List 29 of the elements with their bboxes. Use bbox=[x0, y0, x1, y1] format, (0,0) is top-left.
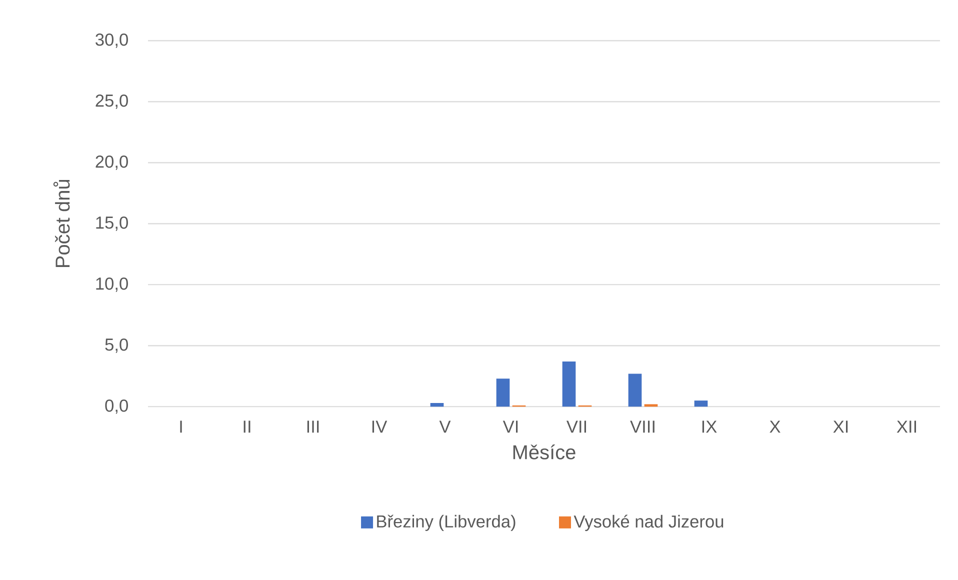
x-tick-label: IX bbox=[702, 420, 717, 433]
x-tick-label: XII bbox=[896, 420, 916, 433]
x-tick-label: VII bbox=[566, 420, 586, 433]
x-tick-label: X bbox=[770, 420, 780, 433]
x-tick-label: VIII bbox=[630, 420, 654, 433]
x-tick-label: VI bbox=[502, 420, 518, 433]
x-axis-title: Měsíce bbox=[513, 444, 576, 460]
bar bbox=[628, 374, 642, 407]
x-tick-label: IV bbox=[372, 420, 388, 433]
bar bbox=[644, 404, 658, 407]
y-tick-label: 10,0 bbox=[96, 277, 128, 292]
x-tick-label: XI bbox=[833, 420, 848, 433]
legend-label: Vysoké nad Jizerou bbox=[574, 514, 724, 532]
x-tick-label: III bbox=[307, 420, 319, 433]
legend-label: Březiny (Libverda) bbox=[377, 514, 516, 532]
y-axis-title: Počet dnů bbox=[53, 180, 70, 268]
bar bbox=[694, 400, 708, 407]
x-tick-label: V bbox=[439, 420, 451, 433]
bar bbox=[430, 402, 444, 407]
y-tick-label: 15,0 bbox=[96, 216, 128, 231]
y-tick-label: 30,0 bbox=[96, 33, 128, 48]
y-tick-label: 20,0 bbox=[96, 155, 128, 170]
bar bbox=[562, 362, 576, 407]
x-tick-label: II bbox=[244, 420, 250, 433]
x-tick-label: I bbox=[180, 420, 182, 433]
y-tick-label: 0,0 bbox=[105, 399, 128, 414]
y-tick-label: 25,0 bbox=[96, 94, 128, 109]
y-tick-label: 5,0 bbox=[105, 338, 128, 353]
bar bbox=[496, 378, 510, 407]
